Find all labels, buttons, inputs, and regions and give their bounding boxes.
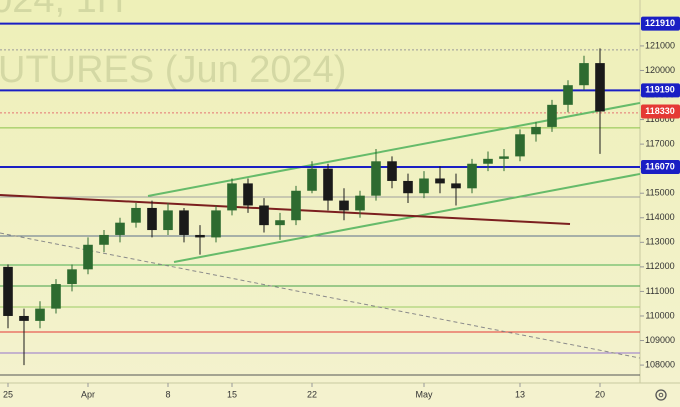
- candle-body: [35, 308, 45, 321]
- candle-body: [435, 178, 445, 184]
- y-tick-label: 114000: [645, 212, 674, 222]
- y-tick-label: 115000: [645, 188, 674, 198]
- watermark: UTURES (Jun 2024): [0, 49, 346, 91]
- y-tick-label: 108000: [645, 359, 675, 369]
- y-tick-label: 113000: [645, 237, 674, 247]
- candle-body: [499, 156, 509, 159]
- candle-body: [547, 104, 557, 127]
- y-tick-label: 111000: [646, 286, 675, 296]
- candle-body: [99, 234, 109, 245]
- candle-body: [83, 244, 93, 270]
- price-label-box: [641, 83, 680, 98]
- candle-body: [531, 126, 541, 135]
- x-tick-label: 8: [165, 389, 170, 399]
- x-tick-label: May: [415, 389, 433, 399]
- y-tick-label: 109000: [645, 335, 675, 345]
- candle-body: [595, 63, 605, 112]
- y-tick-label: 110000: [645, 310, 674, 320]
- x-tick-label: 13: [515, 389, 525, 399]
- y-tick-label: 120000: [645, 65, 675, 75]
- candle-body: [339, 200, 349, 211]
- candle-body: [419, 178, 429, 194]
- price-label: 118330: [645, 106, 675, 116]
- candle-body: [67, 269, 77, 285]
- trend-line: [147, 101, 641, 197]
- trend-line: [0, 232, 641, 359]
- x-tick-label: 20: [595, 389, 605, 399]
- candle-body: [563, 85, 573, 105]
- candle-body: [51, 284, 61, 309]
- candle-body: [387, 161, 397, 181]
- candle-body: [323, 168, 333, 201]
- candle-body: [451, 183, 461, 189]
- candle-body: [179, 210, 189, 235]
- candle-body: [211, 210, 221, 238]
- candle-body: [483, 158, 493, 164]
- y-tick-label: 118000: [645, 114, 674, 124]
- candle-body: [259, 205, 269, 226]
- candle-body: [115, 222, 125, 235]
- candle-body: [467, 163, 477, 189]
- candle-body: [355, 195, 365, 211]
- candle-body: [515, 134, 525, 157]
- watermark: 2024, 1H: [0, 0, 124, 21]
- candle-body: [19, 315, 29, 321]
- candle-body: [371, 161, 381, 196]
- x-tick-label: 22: [307, 389, 317, 399]
- candle-body: [243, 183, 253, 206]
- y-tick-label: 121000: [645, 40, 675, 50]
- trend-line: [173, 172, 641, 263]
- candle-body: [579, 63, 589, 86]
- candle-body: [195, 234, 205, 238]
- candle-body: [307, 168, 317, 191]
- price-label-box: [641, 104, 680, 119]
- candle-body: [163, 210, 173, 231]
- price-label-box: [641, 16, 680, 31]
- x-tick-label: Apr: [81, 389, 95, 399]
- y-tick-label: 117000: [645, 138, 674, 148]
- price-label-box: [641, 159, 680, 174]
- candle-body: [3, 266, 13, 316]
- gear-icon[interactable]: [655, 389, 667, 401]
- candle-body: [227, 183, 237, 211]
- settings-button[interactable]: [655, 389, 667, 401]
- candle-body: [291, 190, 301, 221]
- trend-line: [0, 193, 571, 225]
- price-label: 119190: [645, 85, 675, 95]
- candle-body: [147, 207, 157, 231]
- candle-body: [131, 207, 141, 223]
- x-tick-label: 25: [3, 389, 13, 399]
- y-tick-label: 112000: [645, 261, 674, 271]
- x-tick-label: 15: [227, 389, 237, 399]
- gear-icon[interactable]: [658, 392, 664, 398]
- price-label: 116070: [645, 161, 675, 171]
- candle-body: [403, 180, 413, 194]
- price-label: 121910: [645, 18, 675, 28]
- candle-body: [275, 220, 285, 226]
